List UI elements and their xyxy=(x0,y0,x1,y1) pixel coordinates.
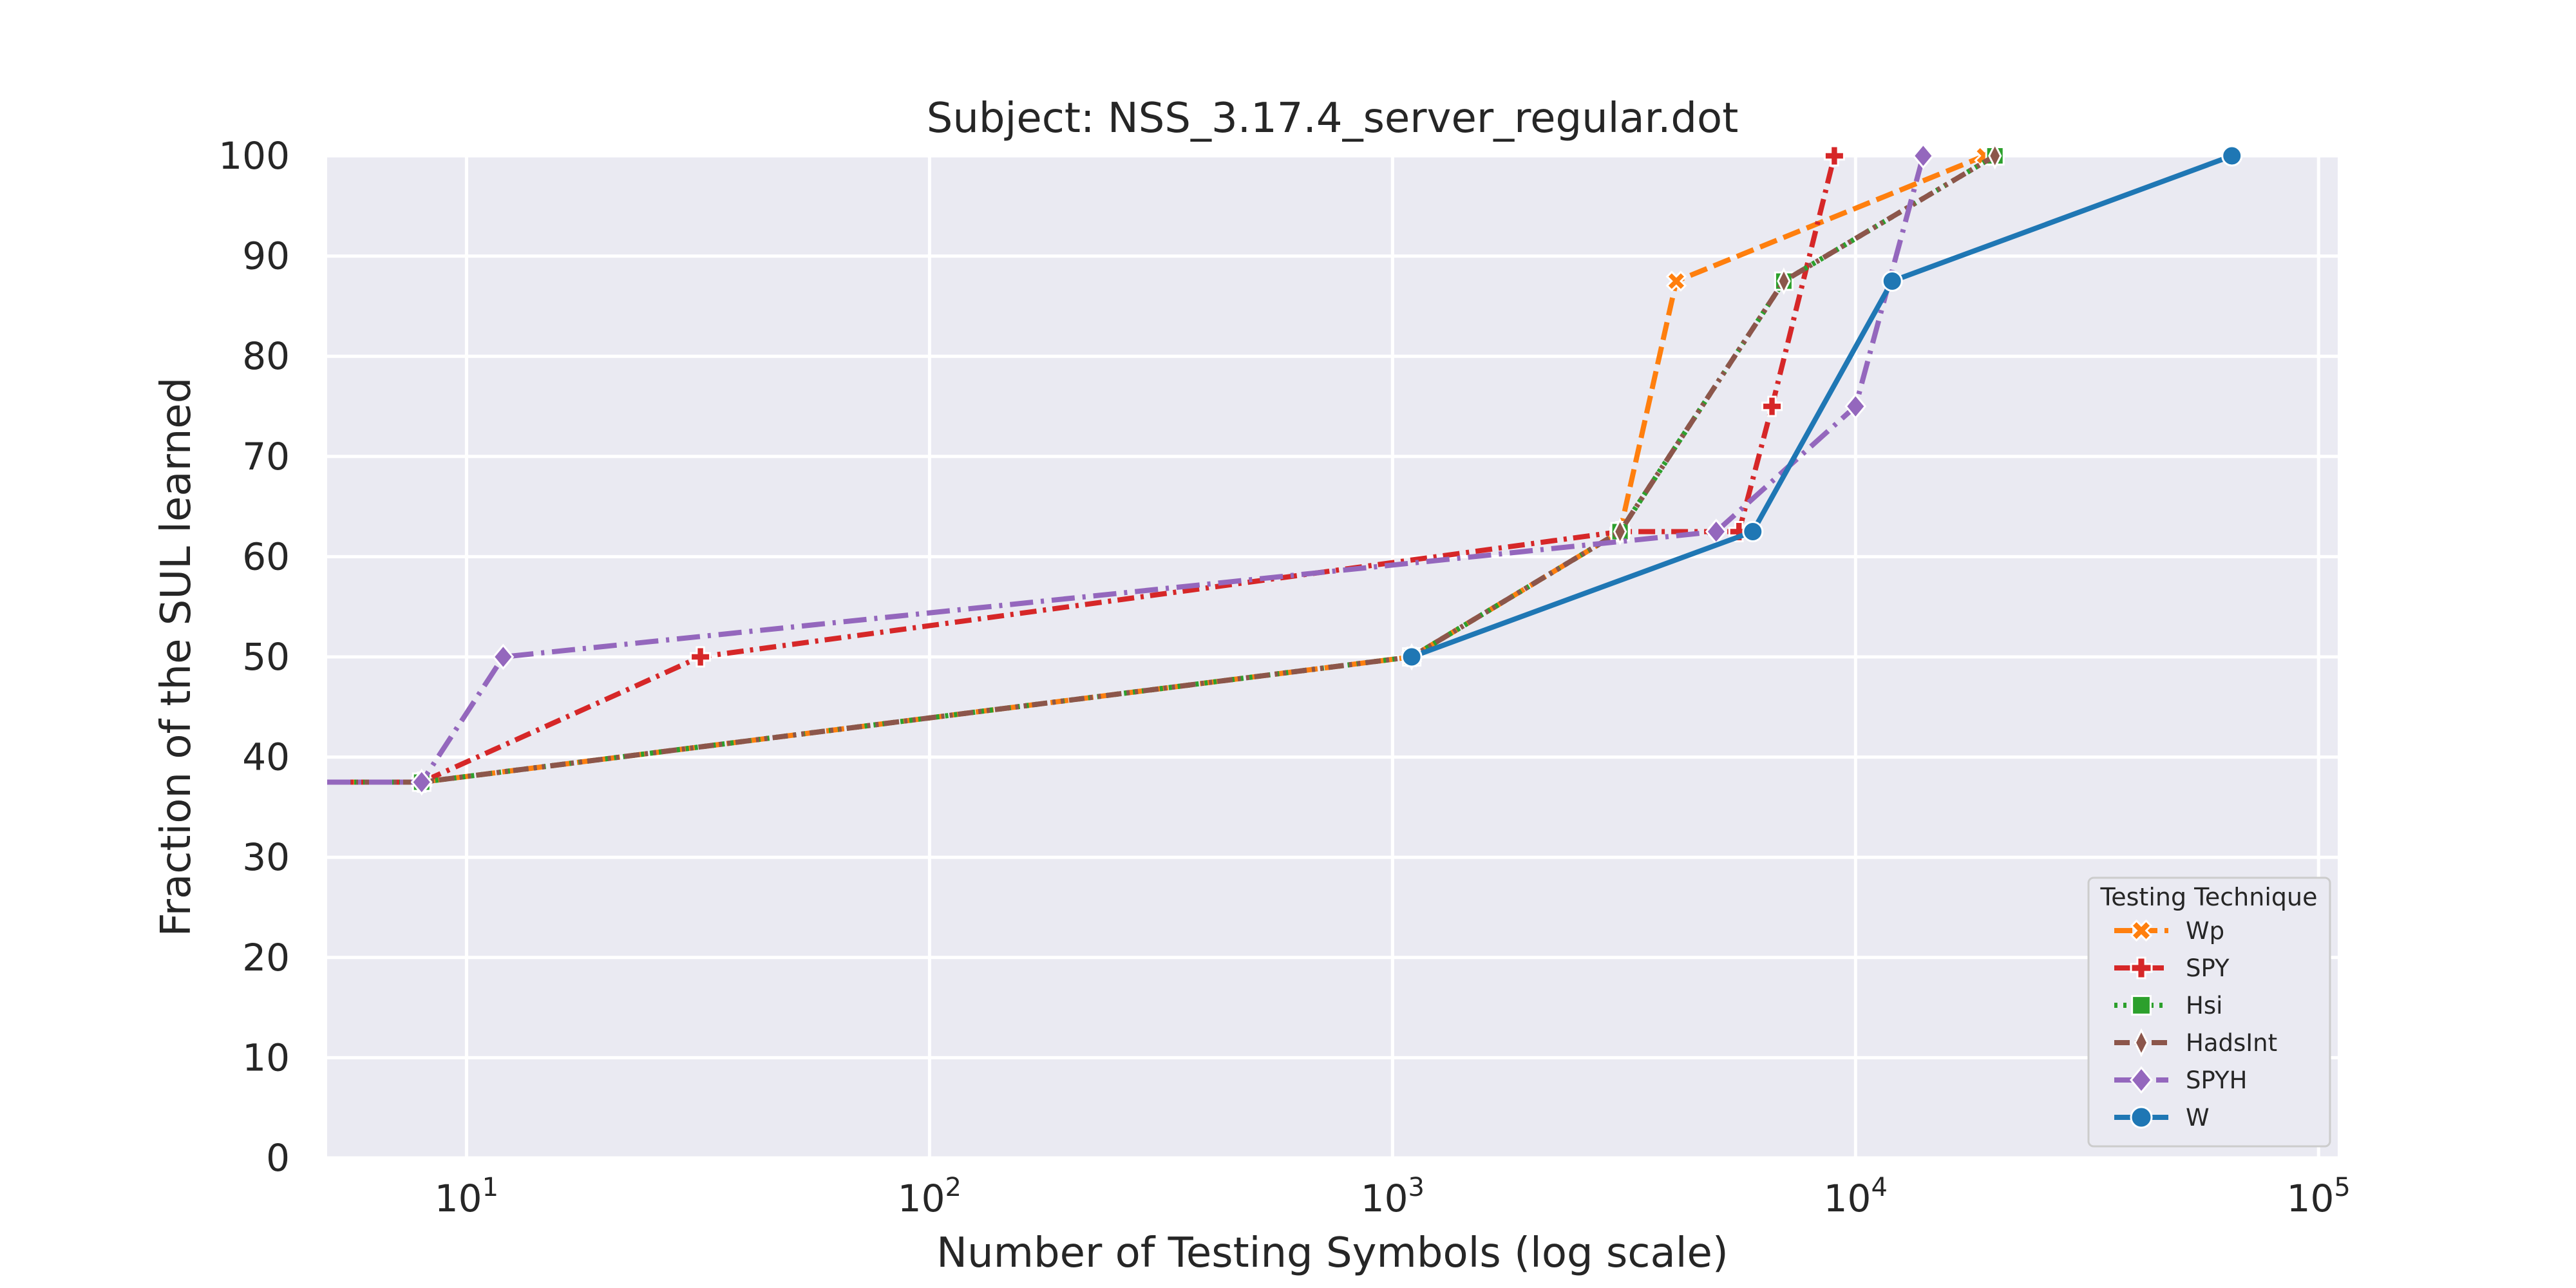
legend-label-spy: SPY xyxy=(2186,954,2230,982)
legend-label-w: W xyxy=(2186,1104,2210,1132)
x-tick-exponent: 4 xyxy=(1871,1173,1887,1202)
data-point-spy xyxy=(1761,395,1783,417)
legend-items: Wp SPY Hsi HadsInt SPYH W xyxy=(2114,917,2277,1132)
legend-marker-spy xyxy=(2130,956,2153,980)
legend-marker-hadsint xyxy=(2134,1028,2149,1057)
x-tick-label-10000: 104 xyxy=(1824,1173,1888,1220)
x-tick-base: 10 xyxy=(1361,1177,1408,1220)
y-tick-label-0: 0 xyxy=(266,1136,290,1180)
x-tick-label-100: 102 xyxy=(898,1173,961,1220)
data-point-w xyxy=(2221,145,2243,167)
legend: Testing Technique Wp SPY Hsi HadsInt SPYH W xyxy=(2087,876,2331,1148)
data-point-spyh xyxy=(1844,393,1867,420)
legend-title: Testing Technique xyxy=(2099,883,2317,911)
data-point-hadsint xyxy=(1988,142,2002,170)
series-line-hadsint xyxy=(327,153,1996,785)
legend-item-spyh: SPYH xyxy=(2114,1066,2247,1094)
y-tick-label-80: 80 xyxy=(242,334,290,378)
legend-item-hadsint: HadsInt xyxy=(2114,1028,2277,1057)
x-tick-base: 10 xyxy=(898,1177,945,1220)
legend-item-hsi: Hsi xyxy=(2114,992,2222,1019)
data-point-w xyxy=(1742,521,1764,542)
legend-item-wp: Wp xyxy=(2114,917,2224,945)
y-tick-label-40: 40 xyxy=(242,735,290,779)
chart-title: Subject: NSS_3.17.4_server_regular.dot xyxy=(927,95,1739,142)
x-tick-base: 10 xyxy=(2287,1177,2334,1220)
series-w xyxy=(1401,145,2243,668)
y-tick-label-60: 60 xyxy=(242,535,290,578)
x-axis-label: Number of Testing Symbols (log scale) xyxy=(936,1229,1728,1277)
legend-label-spyh: SPYH xyxy=(2186,1066,2247,1094)
x-tick-exponent: 1 xyxy=(482,1173,498,1202)
data-point-w xyxy=(1401,646,1423,668)
y-tick-label-10: 10 xyxy=(242,1036,290,1079)
legend-marker-spyh xyxy=(2130,1066,2153,1094)
legend-item-w: W xyxy=(2114,1104,2210,1132)
y-axis-ticks: 0 10 20 30 40 50 60 70 80 90 100 xyxy=(218,134,290,1180)
y-axis-label: Fraction of the SUL learned xyxy=(153,377,200,937)
x-tick-label-100000: 105 xyxy=(2287,1173,2351,1220)
data-point-spyh xyxy=(492,643,515,670)
x-tick-exponent: 3 xyxy=(1408,1173,1425,1202)
legend-label-hadsint: HadsInt xyxy=(2186,1029,2277,1057)
x-tick-label-1000: 103 xyxy=(1361,1173,1425,1220)
data-point-spyh xyxy=(1912,142,1935,169)
legend-marker-w xyxy=(2130,1106,2153,1129)
data-point-spy xyxy=(1728,521,1750,542)
legend-marker-wp xyxy=(2130,919,2153,942)
legend-item-spy: SPY xyxy=(2114,954,2230,982)
x-tick-label-10: 101 xyxy=(435,1173,498,1220)
x-tick-base: 10 xyxy=(1824,1177,1871,1220)
x-tick-base: 10 xyxy=(435,1177,482,1220)
y-tick-label-90: 90 xyxy=(242,234,290,278)
data-point-w xyxy=(1881,270,1903,292)
data-point-wp xyxy=(1665,270,1687,292)
x-axis-ticks: 101 102 103 104 105 xyxy=(435,1173,2351,1220)
data-point-hadsint xyxy=(1613,518,1627,545)
legend-label-hsi: Hsi xyxy=(2186,992,2222,1019)
series-line-spyh xyxy=(327,155,1926,785)
data-point-hadsint xyxy=(1777,267,1791,295)
grid xyxy=(327,154,2338,1160)
y-tick-label-100: 100 xyxy=(218,134,290,178)
data-point-spy xyxy=(1823,145,1845,167)
data-point-spy xyxy=(690,646,712,668)
series-layer xyxy=(327,142,2243,796)
y-tick-label-70: 70 xyxy=(242,435,290,478)
legend-marker-hsi xyxy=(2131,995,2152,1016)
x-tick-exponent: 5 xyxy=(2334,1173,2350,1202)
y-tick-label-20: 20 xyxy=(242,936,290,980)
y-tick-label-30: 30 xyxy=(242,835,290,879)
series-line-w xyxy=(1410,153,2233,659)
data-point-spyh xyxy=(410,769,433,795)
y-tick-label-50: 50 xyxy=(242,635,290,679)
legend-label-wp: Wp xyxy=(2186,917,2224,945)
series-spyh xyxy=(327,142,1935,795)
x-tick-exponent: 2 xyxy=(945,1173,961,1202)
